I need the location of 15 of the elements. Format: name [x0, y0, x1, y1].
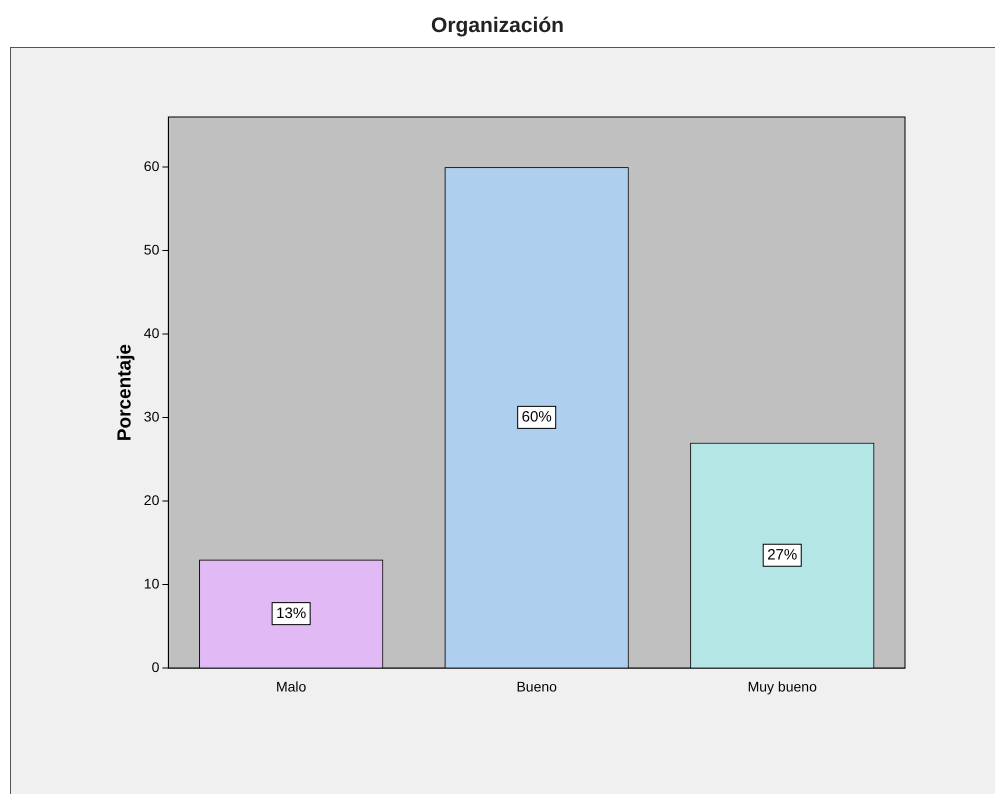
y-axis-title: Porcentaje — [114, 344, 136, 442]
data-label: 27% — [767, 546, 798, 564]
y-tick-label: 10 — [144, 576, 160, 592]
x-tick-label: Malo — [276, 678, 307, 694]
y-tick-label: 40 — [144, 325, 160, 341]
y-tick-label: 30 — [144, 408, 160, 425]
data-label: 13% — [276, 604, 306, 622]
chart-title: Organización — [430, 14, 566, 38]
x-tick-label: Muy bueno — [748, 678, 818, 694]
y-tick-label: 60 — [144, 158, 160, 174]
data-label: 60% — [522, 408, 552, 426]
y-tick-label: 20 — [144, 492, 160, 508]
y-tick-label: 0 — [152, 659, 160, 676]
x-tick-label: Bueno — [516, 678, 558, 694]
y-tick-label: 50 — [144, 241, 160, 258]
